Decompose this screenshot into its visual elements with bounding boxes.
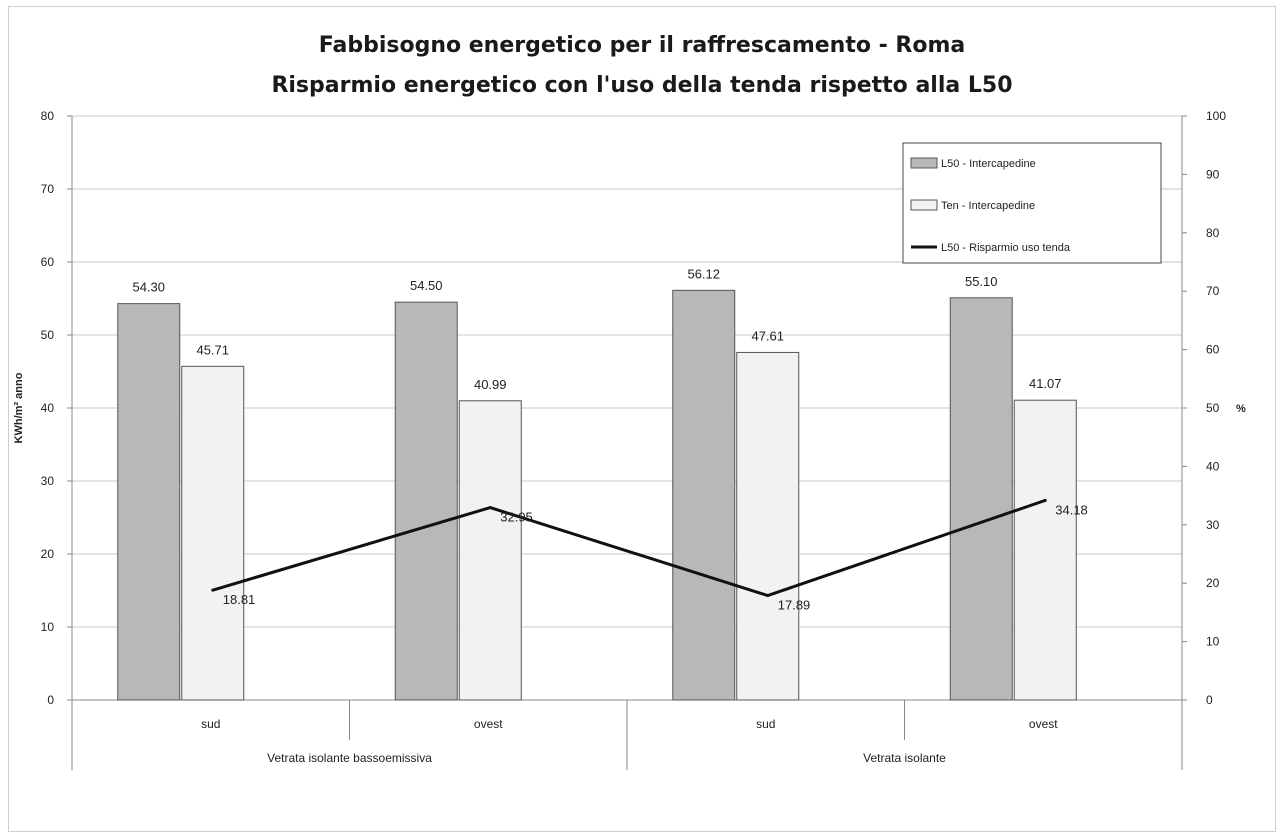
- legend-label: L50 - Risparmio uso tenda: [941, 242, 1071, 254]
- data-label: 56.12: [687, 266, 720, 281]
- y2-tick-label: 60: [1206, 343, 1220, 357]
- y2-tick-label: 100: [1206, 109, 1226, 123]
- legend-label: L50 - Intercapedine: [941, 158, 1036, 170]
- legend-box: [902, 142, 1162, 264]
- legend-swatch: [910, 199, 938, 211]
- data-label: 41.07: [1029, 376, 1062, 391]
- line-point: [488, 506, 492, 510]
- data-label: 17.89: [778, 598, 811, 613]
- y-tick-label: 70: [41, 182, 55, 196]
- x-category-label: ovest: [474, 717, 503, 731]
- y-tick-label: 0: [47, 693, 54, 707]
- legend-swatch: [910, 157, 938, 169]
- y-tick-label: 80: [41, 109, 55, 123]
- data-label: 34.18: [1055, 502, 1088, 517]
- bar-ten-intercapedine: [736, 351, 800, 701]
- y2-tick-label: 50: [1206, 401, 1220, 415]
- x-category-label: sud: [201, 717, 220, 731]
- x-group-label: Vetrata isolante bassoemissiva: [267, 751, 432, 765]
- data-label: 54.50: [410, 278, 443, 293]
- x-group-label: Vetrata isolante: [863, 751, 946, 765]
- bar-l50-intercapedine: [117, 303, 181, 701]
- data-label: 54.30: [132, 280, 165, 295]
- legend-label: Ten - Intercapedine: [941, 200, 1035, 212]
- bar-ten-intercapedine: [1013, 399, 1077, 701]
- line-risparmio-uso-tenda: [212, 498, 1046, 598]
- y-axis-label: KWh/m² anno: [13, 372, 25, 443]
- line-point: [766, 594, 770, 598]
- y-tick-label: 20: [41, 547, 55, 561]
- x-category-label: sud: [756, 717, 775, 731]
- y2-tick-label: 70: [1206, 284, 1220, 298]
- chart-frame: [8, 6, 1276, 832]
- bar-l50-intercapedine: [949, 297, 1013, 701]
- y-tick-label: 40: [41, 401, 55, 415]
- y-tick-label: 10: [41, 620, 55, 634]
- bar-ten-intercapedine: [458, 400, 522, 701]
- y2-tick-label: 90: [1206, 167, 1220, 181]
- line-point: [1043, 498, 1047, 502]
- chart-subtitle: Risparmio energetico con l'uso della ten…: [271, 73, 1012, 98]
- y-tick-label: 50: [41, 328, 55, 342]
- y-tick-label: 60: [41, 255, 55, 269]
- y2-axis-label: %: [1236, 403, 1246, 415]
- y2-tick-label: 30: [1206, 518, 1220, 532]
- bar-l50-intercapedine: [394, 301, 458, 701]
- legend: L50 - Intercapedine Ten - Intercapedine L5…: [902, 142, 1162, 264]
- y-tick-label: 30: [41, 474, 55, 488]
- data-label: 32.95: [500, 510, 533, 525]
- x-category-label: ovest: [1029, 717, 1058, 731]
- y2-tick-label: 80: [1206, 226, 1220, 240]
- data-label: 47.61: [751, 328, 784, 343]
- y2-tick-label: 20: [1206, 576, 1220, 590]
- y2-tick-label: 10: [1206, 635, 1220, 649]
- data-label: 40.99: [474, 377, 507, 392]
- bar-ten-intercapedine: [181, 365, 245, 701]
- bar-l50-intercapedine: [672, 289, 736, 701]
- line-point: [211, 588, 215, 592]
- y2-tick-label: 0: [1206, 693, 1213, 707]
- data-label: 55.10: [965, 274, 998, 289]
- chart-title: Fabbisogno energetico per il raffrescame…: [319, 33, 966, 58]
- y2-tick-label: 40: [1206, 459, 1220, 473]
- data-label: 18.81: [223, 592, 256, 607]
- data-label: 45.71: [196, 342, 229, 357]
